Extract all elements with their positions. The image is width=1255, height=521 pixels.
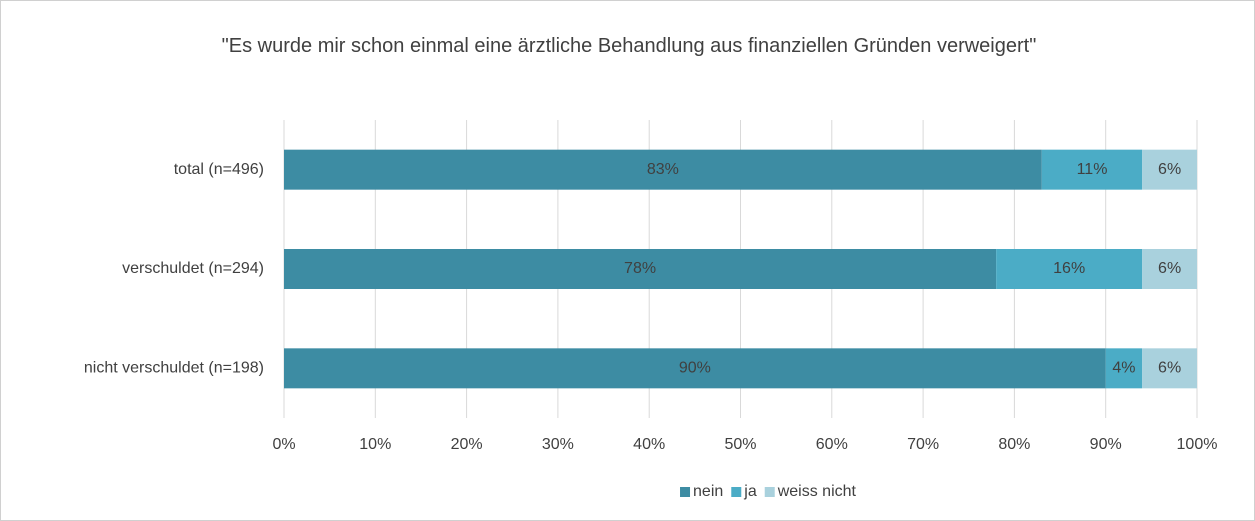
x-tick-label: 60% bbox=[816, 436, 848, 453]
bar-segment bbox=[284, 149, 1042, 190]
x-tick-label: 10% bbox=[359, 436, 391, 453]
data-label: 6% bbox=[1158, 260, 1181, 277]
x-tick-label: 40% bbox=[633, 436, 665, 453]
data-label: 4% bbox=[1112, 360, 1135, 377]
bar-segment bbox=[1142, 249, 1197, 289]
data-label: 78% bbox=[624, 260, 656, 277]
legend-swatch bbox=[731, 487, 742, 497]
x-tick-label: 50% bbox=[724, 436, 756, 453]
x-tick-label: 80% bbox=[998, 436, 1030, 453]
x-tick-label: 100% bbox=[1177, 436, 1218, 453]
data-label: 6% bbox=[1158, 161, 1181, 178]
data-label: 11% bbox=[1077, 161, 1108, 178]
x-tick-label: 0% bbox=[272, 436, 295, 453]
x-tick-label: 20% bbox=[451, 436, 483, 453]
bar-segment bbox=[1142, 149, 1197, 190]
x-tick-label: 30% bbox=[542, 436, 574, 453]
y-tick-label: verschuldet (n=294) bbox=[122, 260, 264, 277]
bar-segment bbox=[284, 348, 1106, 389]
data-label: 83% bbox=[647, 161, 679, 178]
data-label: 90% bbox=[679, 360, 711, 377]
legend-swatch bbox=[764, 487, 775, 497]
y-tick-label: nicht verschuldet (n=198) bbox=[84, 360, 264, 377]
bar-segment bbox=[284, 249, 997, 289]
data-label: 6% bbox=[1158, 360, 1181, 377]
bar-segment bbox=[1105, 348, 1143, 389]
chart-title: "Es wurde mir schon einmal eine ärztlich… bbox=[221, 35, 1037, 57]
bar-segment bbox=[1041, 149, 1143, 190]
legend-swatch bbox=[680, 487, 691, 497]
data-label: 16% bbox=[1053, 260, 1085, 277]
legend-label: nein bbox=[693, 483, 723, 500]
bar-segment bbox=[1142, 348, 1197, 389]
y-tick-label: total (n=496) bbox=[174, 161, 264, 178]
legend-label: weiss nicht bbox=[777, 483, 857, 500]
x-tick-label: 70% bbox=[907, 436, 939, 453]
x-tick-label: 90% bbox=[1090, 436, 1122, 453]
legend-label: ja bbox=[743, 483, 757, 500]
bar-segment bbox=[996, 249, 1143, 289]
